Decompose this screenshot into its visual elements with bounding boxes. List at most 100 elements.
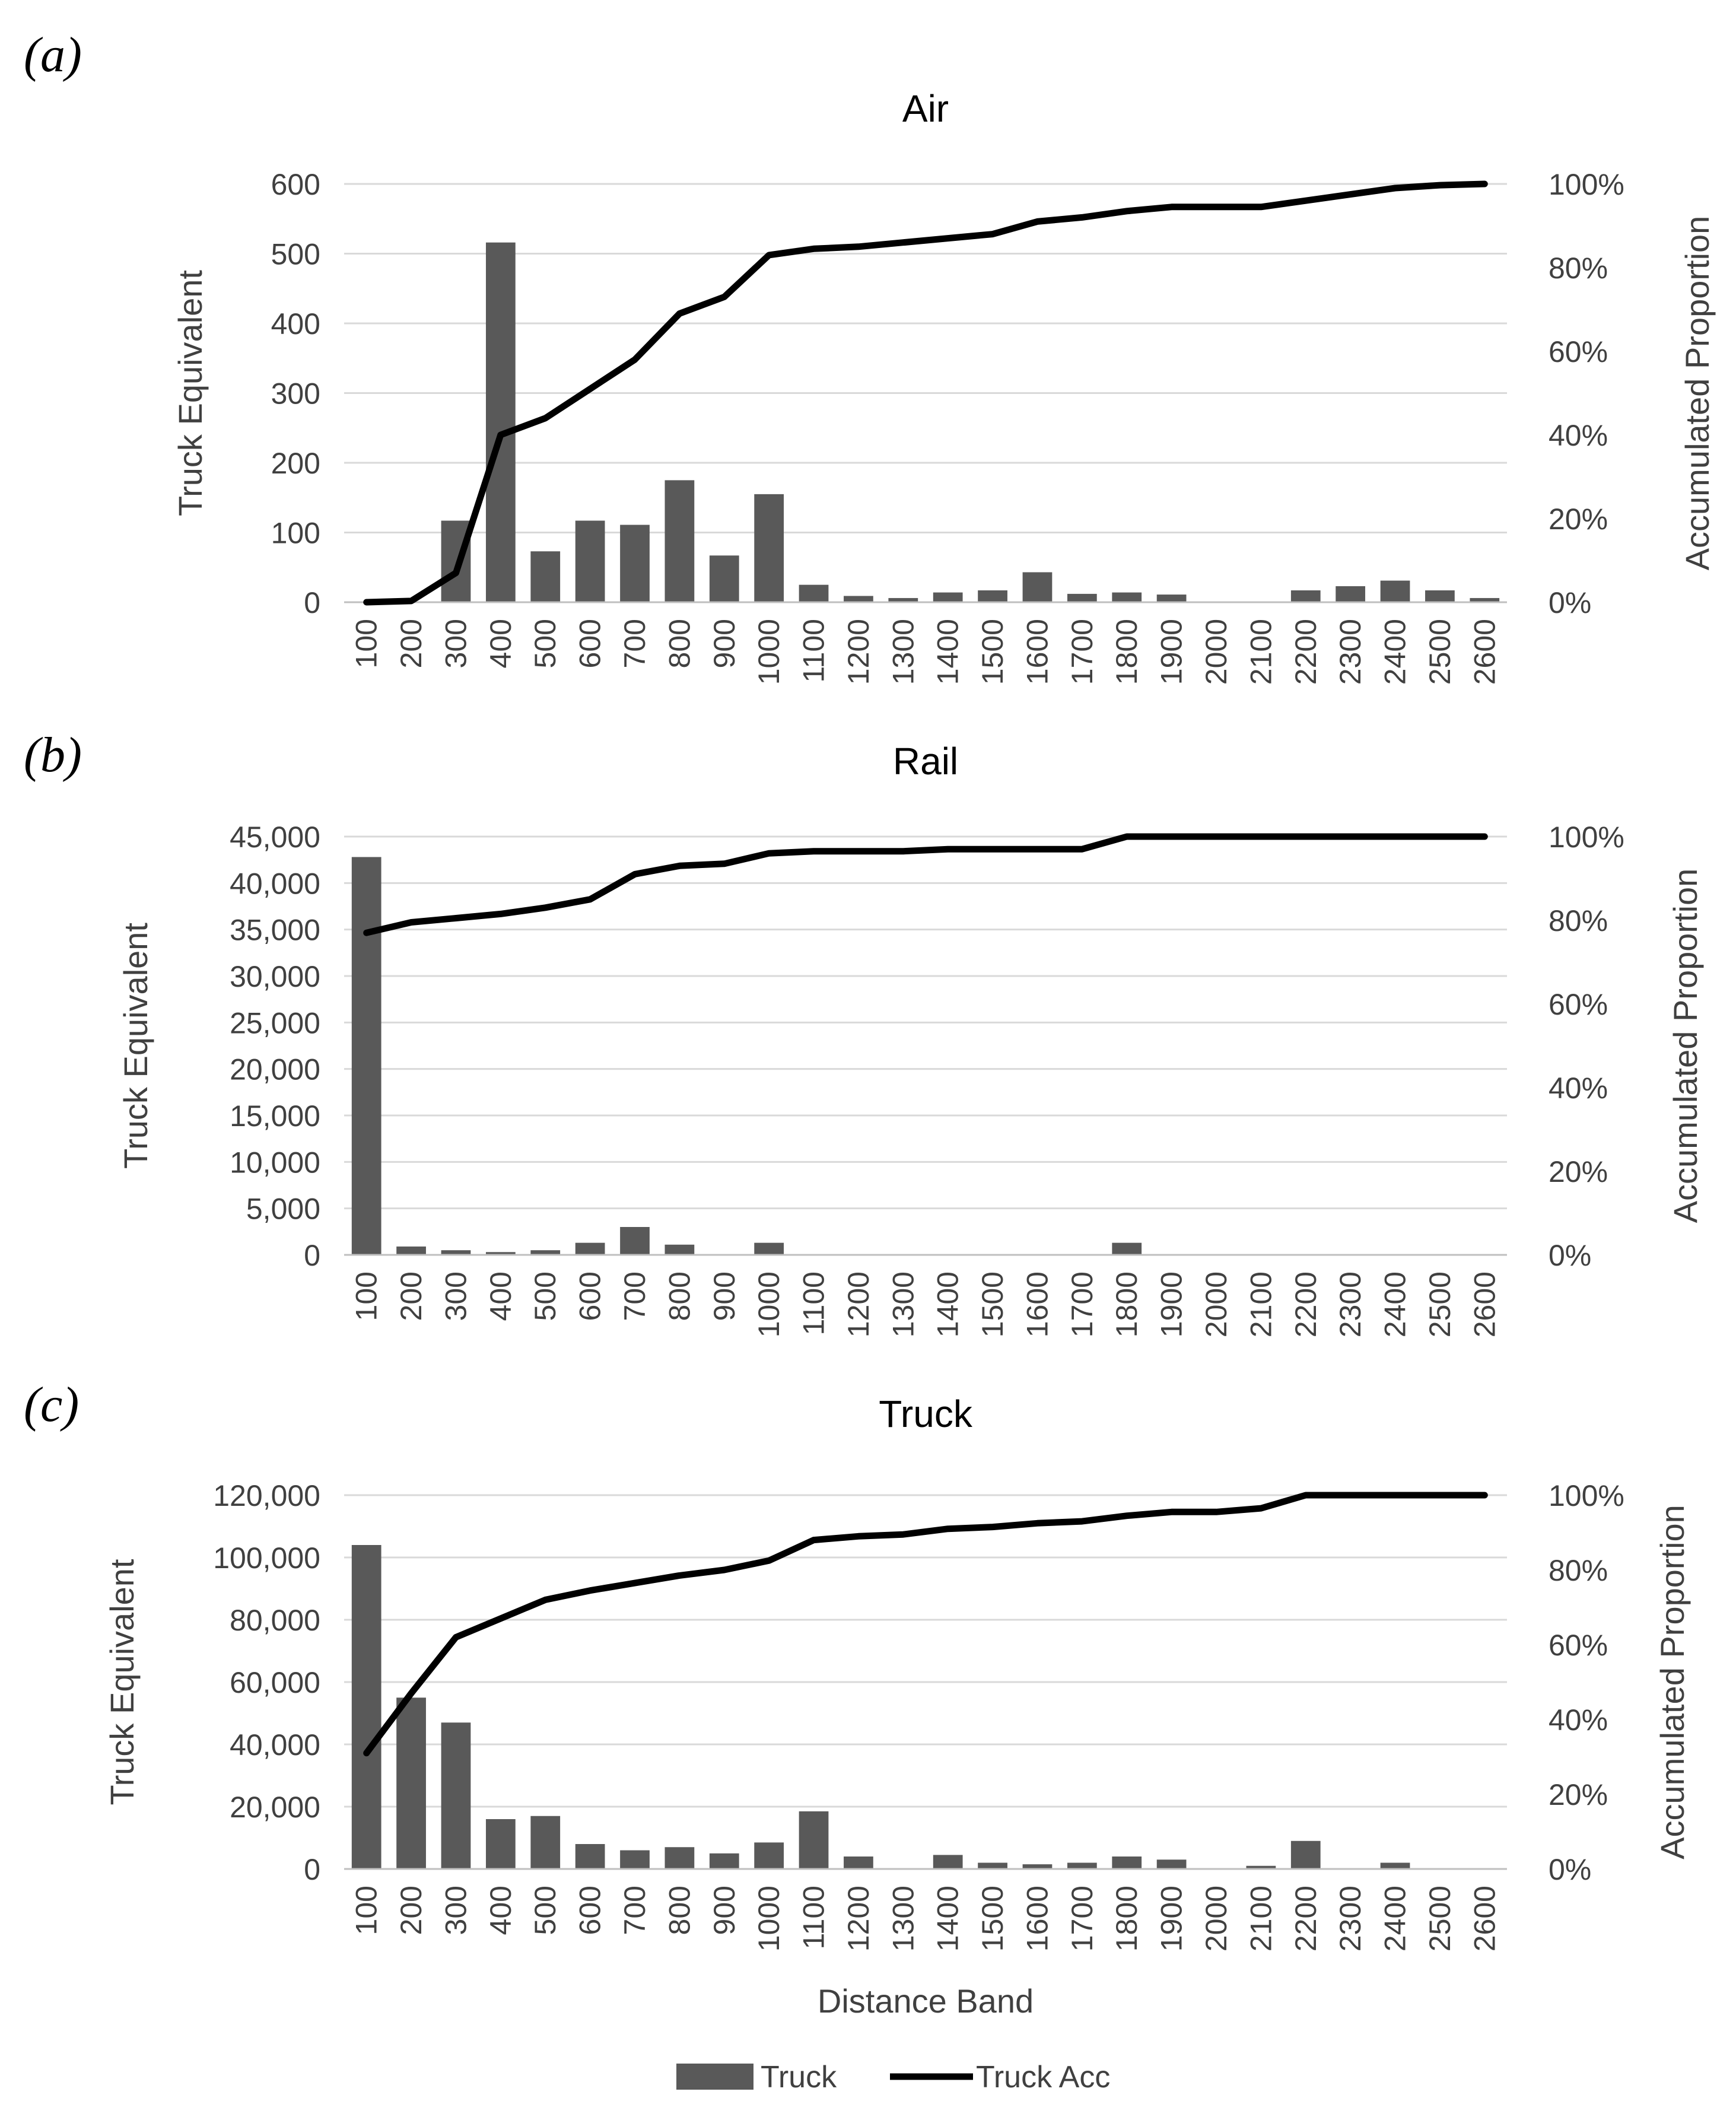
- x-tick-label: 2300: [1334, 1886, 1367, 1951]
- x-tick-label: 1200: [842, 619, 875, 685]
- bar: [978, 590, 1007, 602]
- y-tick-label: 400: [271, 307, 320, 341]
- bar: [1425, 590, 1455, 602]
- bar: [620, 524, 650, 602]
- bar: [396, 1246, 426, 1255]
- x-tick-label: 2200: [1289, 1271, 1322, 1337]
- y2-tick-label: 0%: [1549, 586, 1591, 619]
- y2-tick-label: 100%: [1549, 168, 1624, 201]
- x-tick-label: 1400: [931, 619, 965, 685]
- bar: [933, 592, 963, 602]
- x-tick-label: 2600: [1468, 1886, 1501, 1951]
- x-tick-label: 2300: [1334, 1271, 1367, 1337]
- chart-panel-air: (a) Air 0 100 200 300 400 500 600 0% 20% 40% 60% 80% 1…: [24, 27, 1716, 685]
- bar: [1470, 597, 1500, 602]
- x-tick-label: 800: [663, 1886, 696, 1935]
- bar: [575, 520, 605, 602]
- bar: [1112, 1242, 1142, 1255]
- y2-axis-label: Accumulated Proportion: [1654, 1505, 1691, 1859]
- bar: [530, 1816, 561, 1869]
- bar: [485, 1819, 516, 1869]
- x-tick-label: 2400: [1379, 1886, 1412, 1951]
- bar: [1156, 1859, 1187, 1869]
- bar: [351, 857, 381, 1255]
- bar: [709, 555, 739, 602]
- x-tick-label: 300: [439, 619, 472, 668]
- series-line-truck-acc: [363, 833, 1488, 936]
- y2-tick-label: 100%: [1549, 1479, 1624, 1512]
- x-tick-label: 2600: [1468, 619, 1501, 685]
- x-tick-label: 1700: [1066, 1886, 1099, 1951]
- bar: [1112, 592, 1142, 602]
- bar: [664, 1847, 695, 1869]
- y-tick-label: 45,000: [230, 821, 320, 854]
- x-tick-label: 2500: [1423, 1271, 1457, 1337]
- y-axis-label: Truck Equivalent: [103, 1559, 141, 1805]
- y-tick-label: 600: [271, 168, 320, 201]
- legend-bar-label: Truck: [761, 2060, 837, 2094]
- x-tick-label: 1300: [886, 1271, 920, 1337]
- panel-label: (a): [24, 27, 82, 82]
- x-tick-label: 1100: [797, 619, 831, 683]
- y-tick-label: 100: [271, 517, 320, 550]
- x-tick-label: 1400: [931, 1271, 965, 1337]
- y-tick-label: 500: [271, 238, 320, 271]
- bar: [1380, 1862, 1410, 1869]
- y-tick-label: 300: [271, 377, 320, 411]
- x-tick-label: 500: [529, 1271, 562, 1321]
- chart-title: Rail: [893, 740, 958, 783]
- bar: [754, 1842, 784, 1869]
- x-tick-label: 2500: [1423, 619, 1457, 685]
- x-tick-label: 1900: [1155, 619, 1188, 685]
- y-tick-label: 80,000: [230, 1604, 320, 1637]
- x-tick-label: 2100: [1244, 619, 1277, 685]
- y2-tick-label: 20%: [1549, 503, 1608, 536]
- bar: [1022, 572, 1053, 602]
- bar: [1380, 580, 1410, 602]
- x-tick-label: 1800: [1110, 1886, 1143, 1951]
- x-tick-label: 2100: [1244, 1271, 1277, 1337]
- x-tick-label: 1400: [931, 1886, 965, 1951]
- y-tick-label: 0: [304, 1239, 320, 1272]
- x-tick-label: 200: [395, 1886, 428, 1935]
- series-line-truck-acc: [363, 180, 1488, 606]
- panel-label: (c): [24, 1377, 79, 1432]
- y2-tick-label: 20%: [1549, 1155, 1608, 1188]
- x-tick-label: 1800: [1110, 619, 1143, 685]
- y-tick-label: 100,000: [213, 1541, 320, 1575]
- bar: [1336, 586, 1366, 602]
- x-tick-label: 2100: [1244, 1886, 1277, 1951]
- y-tick-label: 120,000: [213, 1479, 320, 1512]
- y-tick-label: 40,000: [230, 867, 320, 900]
- bar: [978, 1862, 1007, 1869]
- x-tick-label: 2000: [1200, 1886, 1233, 1951]
- x-tick-label: 200: [395, 619, 428, 668]
- x-tick-label: 100: [350, 619, 383, 668]
- x-tick-label: 1700: [1066, 619, 1099, 685]
- x-tick-label: 600: [574, 1886, 607, 1935]
- bar: [1246, 1865, 1276, 1869]
- bar: [575, 1844, 605, 1869]
- y2-tick-label: 80%: [1549, 252, 1608, 285]
- bar: [754, 1242, 784, 1255]
- bar: [620, 1850, 650, 1869]
- x-tick-label: 1900: [1155, 1886, 1188, 1951]
- y-tick-label: 25,000: [230, 1006, 320, 1039]
- x-tick-label: 900: [708, 619, 741, 668]
- bar: [1067, 1862, 1097, 1869]
- x-tick-label: 1100: [797, 1271, 831, 1336]
- bar: [351, 1545, 381, 1869]
- bar: [441, 1722, 471, 1869]
- x-axis-label: Distance Band: [818, 1982, 1034, 2020]
- x-tick-label: 2400: [1379, 619, 1412, 685]
- y2-tick-label: 60%: [1549, 988, 1608, 1021]
- bar: [1112, 1856, 1142, 1869]
- bar: [933, 1855, 963, 1869]
- bar: [441, 1250, 471, 1255]
- x-tick-label: 1900: [1155, 1271, 1188, 1337]
- series-line-truck-acc: [363, 1492, 1488, 1757]
- x-tick-label: 700: [618, 1886, 651, 1935]
- bar: [1022, 1864, 1053, 1869]
- x-tick-label: 2300: [1334, 619, 1367, 685]
